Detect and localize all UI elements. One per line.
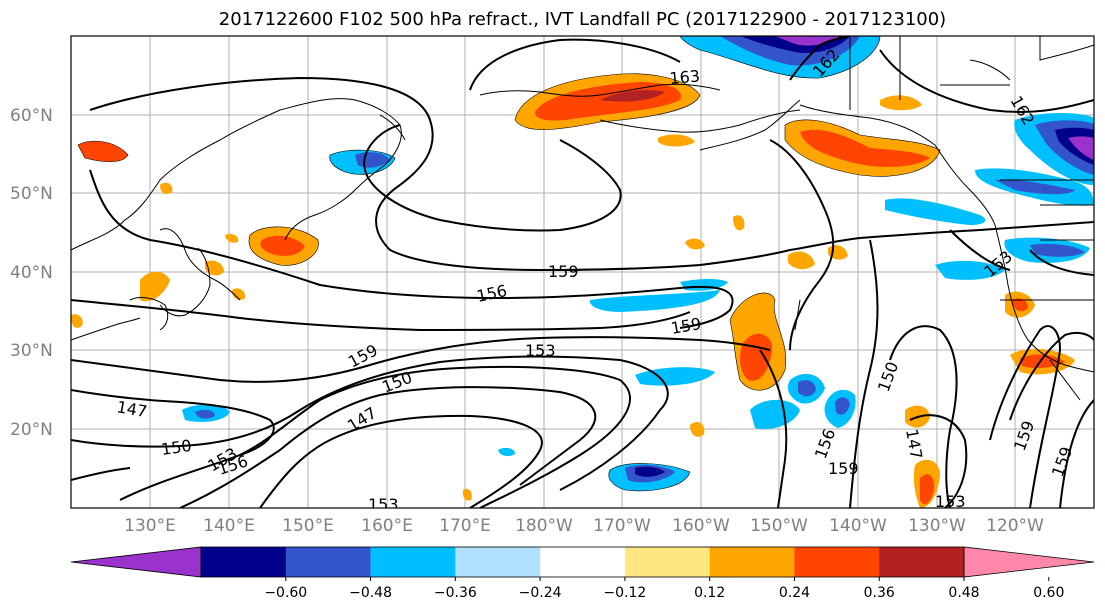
lon-label: 180°W — [515, 516, 573, 536]
contour-label: 147 — [344, 403, 380, 435]
colorbar-tick-label: −0.24 — [519, 585, 562, 601]
contour-label: 150 — [874, 359, 902, 394]
contour-label: 156 — [811, 426, 839, 461]
colorbar-extend-low — [70, 546, 202, 578]
lon-label: 120°W — [986, 516, 1044, 536]
colorbar-tick-label: 0.36 — [864, 585, 895, 601]
contour-label: 159 — [669, 314, 702, 338]
colorbar-segment — [285, 547, 372, 577]
contour-label: 147 — [902, 427, 926, 460]
contour-label: 159 — [1048, 444, 1076, 479]
lat-label: 60°N — [10, 106, 53, 126]
lat-label: 40°N — [10, 263, 53, 283]
lon-label: 140°E — [203, 516, 255, 536]
map-title: 2017122600 F102 500 hPa refract., IVT La… — [218, 9, 947, 30]
colorbar-segment — [709, 547, 795, 577]
colorbar-tick-label: 0.12 — [694, 585, 725, 601]
latitude-labels: 60°N 50°N 40°N 30°N 20°N — [10, 106, 53, 440]
lat-label: 50°N — [10, 184, 53, 204]
gridlines — [71, 36, 1094, 508]
lon-label: 160°E — [361, 516, 413, 536]
contour-label: 163 — [669, 66, 701, 88]
contour-label: 147 — [115, 397, 148, 421]
colorbar-segment — [370, 547, 456, 577]
contour-label: 159 — [828, 459, 859, 478]
refractivity-contours — [71, 36, 1094, 508]
colorbar-segment — [540, 547, 626, 577]
lon-label: 160°W — [672, 516, 730, 536]
colorbar-segment — [201, 547, 287, 577]
colorbar-tick-label: 0.24 — [779, 585, 810, 601]
contour-label: 159 — [1010, 418, 1038, 453]
shading-negative — [182, 36, 1094, 492]
lat-label: 20°N — [10, 420, 53, 440]
lon-label: 150°E — [282, 516, 334, 536]
lon-label: 130°W — [908, 516, 966, 536]
contour-label: 159 — [548, 262, 579, 281]
contour-label: 153 — [525, 341, 556, 360]
colorbar-segment — [455, 547, 541, 577]
contour-label: 153 — [935, 492, 966, 511]
colorbar-tick-label: 0.60 — [1033, 585, 1064, 601]
colorbar-segment — [879, 547, 965, 577]
contour-label: 156 — [475, 281, 509, 306]
colorbar-tick-label: −0.48 — [349, 585, 392, 601]
colorbar-frame — [200, 546, 965, 578]
colorbar-tick-label: −0.60 — [264, 585, 307, 601]
colorbar-extend-high — [963, 546, 1095, 578]
contour-label: 150 — [160, 436, 193, 459]
lat-label: 30°N — [10, 341, 53, 361]
map-border — [70, 35, 1095, 509]
lon-label: 130°E — [124, 516, 176, 536]
lon-label: 170°W — [593, 516, 651, 536]
longitude-labels: 130°E 140°E 150°E 160°E 170°E 180°W 170°… — [124, 516, 1044, 536]
colorbar-segment — [624, 547, 711, 577]
contour-label: 153 — [368, 495, 399, 514]
colorbar-tick-label: −0.12 — [603, 585, 646, 601]
colorbar-tick-label: 0.48 — [948, 585, 979, 601]
lon-label: 170°E — [439, 516, 491, 536]
colorbar-tick-label: −0.36 — [434, 585, 477, 601]
colorbar: −0.60 −0.48 −0.36 −0.24 −0.12 0.12 0.24 0.36 0.4… — [70, 546, 1095, 601]
lon-label: 150°W — [750, 516, 808, 536]
colorbar-segment — [794, 547, 880, 577]
map-area: 159 156 159 153 159 150 147 147 150 153 … — [71, 36, 1094, 514]
shading-positive — [71, 73, 1075, 508]
lon-label: 140°W — [829, 516, 887, 536]
